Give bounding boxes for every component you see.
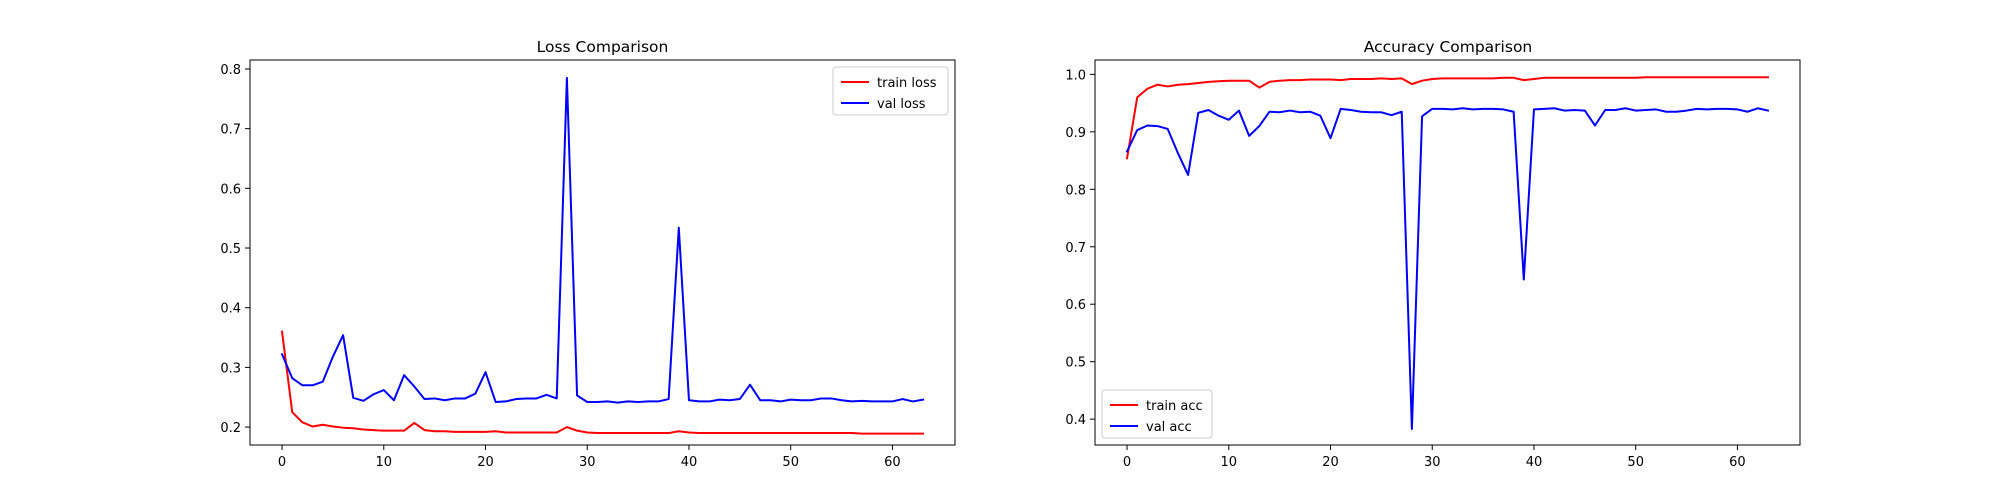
x-tick-label: 60 [1729, 455, 1746, 470]
accuracy-comparison-chart: Accuracy Comparison 0 10 20 30 40 50 60 0.4 0.5… [1065, 38, 1801, 470]
series-lines [1125, 76, 1770, 430]
loss-comparison-chart: Loss Comparison 0 10 20 30 40 50 60 0.20.30.40… [220, 38, 956, 470]
y-tick-label: 0.4 [1065, 413, 1086, 428]
plot-frame [249, 59, 956, 446]
x-tick-label: 30 [1424, 455, 1441, 470]
y-tick-label: 0.9 [1065, 126, 1086, 141]
y-tick-label: 0.6 [1065, 298, 1086, 313]
x-axis: 0 10 20 30 40 50 60 [1123, 445, 1746, 470]
legend: train loss val loss [832, 66, 949, 116]
legend-label-val-acc: val acc [1146, 420, 1192, 435]
series-line-val-acc [1125, 107, 1770, 430]
y-tick-label: 0.6 [220, 182, 241, 197]
x-tick-label: 20 [477, 455, 494, 470]
legend-label-train-acc: train acc [1146, 399, 1203, 414]
x-axis: 0 10 20 30 40 50 60 [278, 445, 901, 470]
plot-frame [1094, 59, 1801, 446]
y-tick-label: 0.8 [220, 63, 241, 78]
y-axis: 0.4 0.5 0.6 0.7 0.8 0.9 1.0 [1065, 68, 1095, 428]
x-tick-label: 60 [884, 455, 901, 470]
x-tick-label: 30 [579, 455, 596, 470]
y-tick-label: 0.4 [220, 302, 241, 317]
legend-label-val-loss: val loss [877, 97, 926, 112]
legend: train acc val acc [1101, 389, 1213, 439]
x-tick-label: 50 [782, 455, 799, 470]
x-tick-label: 10 [1221, 455, 1238, 470]
y-tick-label: 0.8 [1065, 183, 1086, 198]
y-tick-label: 0.3 [220, 361, 241, 376]
x-tick-label: 10 [376, 455, 393, 470]
series-line-train-acc [1125, 76, 1769, 160]
y-tick-label: 0.7 [220, 123, 241, 138]
y-tick-label: 0.2 [220, 421, 241, 436]
series-line-train-loss [280, 330, 924, 435]
y-tick-label: 0.5 [220, 242, 241, 257]
x-tick-label: 20 [1322, 455, 1339, 470]
y-tick-label: 1.0 [1065, 68, 1086, 83]
series-lines [280, 76, 925, 435]
legend-label-train-loss: train loss [877, 76, 937, 91]
x-tick-label: 40 [1526, 455, 1543, 470]
y-axis: 0.2 0.3 0.4 0.5 0.6 0.7 0.8 [220, 63, 250, 436]
series-line-val-loss [280, 76, 925, 404]
x-tick-label: 0 [1123, 455, 1131, 470]
x-tick-label: 40 [681, 455, 698, 470]
x-tick-label: 50 [1627, 455, 1644, 470]
y-tick-label: 0.7 [1065, 241, 1086, 256]
x-tick-label: 0 [278, 455, 286, 470]
chart-title: Loss Comparison [537, 38, 669, 56]
chart-title: Accuracy Comparison [1364, 38, 1533, 56]
y-tick-label: 0.5 [1065, 356, 1086, 371]
